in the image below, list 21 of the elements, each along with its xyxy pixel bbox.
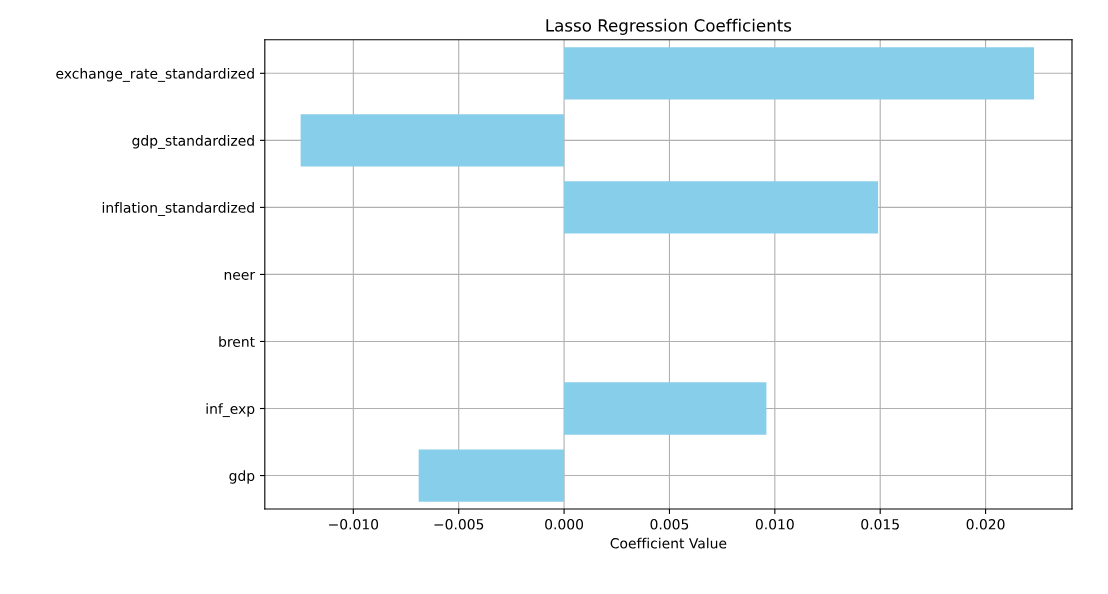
x-tick-label: 0.005 (650, 519, 689, 530)
y-tick-label: gdp_standardized (132, 135, 254, 149)
bar (564, 47, 1035, 100)
x-tick-label: 0.020 (966, 519, 1005, 530)
y-tick-label: brent (219, 336, 255, 347)
bar (300, 114, 565, 167)
bar (564, 181, 879, 234)
y-tick-label: exchange_rate_standardized (56, 68, 254, 82)
bar (418, 449, 565, 502)
bar (564, 382, 767, 435)
y-tick-label: gdp (229, 470, 255, 484)
x-tick-label: −0.010 (329, 519, 379, 530)
chart-title: Lasso Regression Coefficients (546, 18, 792, 35)
x-axis-title: Coefficient Value (610, 537, 727, 549)
x-tick-label: 0.000 (545, 519, 584, 530)
x-tick-label: 0.015 (861, 519, 899, 530)
y-tick-label: inflation_standardized (102, 202, 254, 216)
x-tick-label: 0.010 (755, 519, 794, 530)
y-tick-label: neer (224, 271, 256, 280)
x-tick-label: −0.005 (434, 519, 484, 530)
y-tick-label: inf_exp (206, 403, 255, 418)
